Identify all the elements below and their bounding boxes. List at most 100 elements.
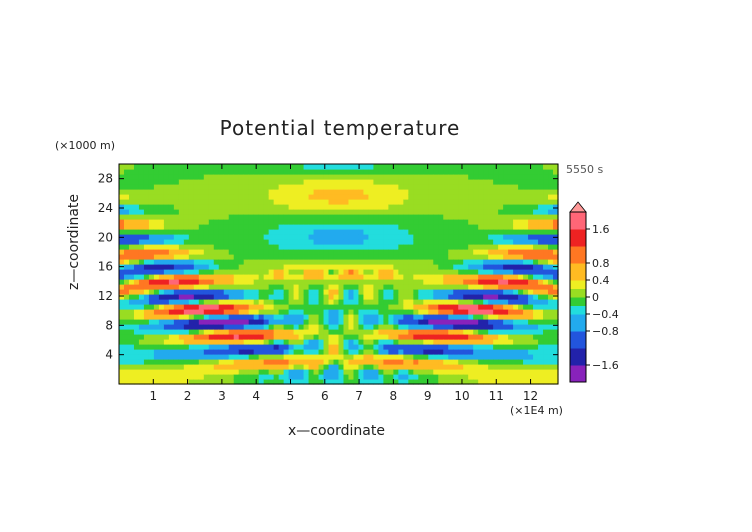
heatmap-cell — [543, 199, 549, 205]
heatmap-cell — [228, 169, 235, 175]
heatmap-cell — [503, 294, 509, 300]
heatmap-cell — [278, 254, 285, 260]
heatmap-cell — [253, 169, 260, 175]
heatmap-cell — [123, 309, 130, 315]
heatmap-cell — [438, 174, 444, 180]
heatmap-cell — [488, 324, 494, 330]
heatmap-cell — [363, 229, 370, 235]
heatmap-cell — [523, 319, 529, 325]
heatmap-cell — [323, 334, 330, 340]
heatmap-cell — [148, 364, 155, 370]
heatmap-cell — [368, 264, 375, 270]
heatmap-cell — [143, 199, 150, 205]
heatmap-cell — [413, 369, 419, 375]
heatmap-cell — [163, 239, 170, 245]
heatmap-cell — [208, 339, 215, 345]
heatmap-cell — [383, 304, 389, 310]
heatmap-cell — [119, 329, 125, 335]
heatmap-cell — [458, 374, 464, 380]
heatmap-cell — [508, 274, 514, 280]
heatmap-cell — [528, 214, 534, 220]
heatmap-cell — [223, 354, 230, 360]
heatmap-cell — [353, 349, 360, 355]
heatmap-cell — [438, 354, 444, 360]
heatmap-cell — [248, 339, 255, 345]
heatmap-cell — [483, 164, 489, 170]
heatmap-cell — [208, 304, 215, 310]
heatmap-cell — [318, 264, 325, 270]
heatmap-cell — [183, 219, 190, 225]
heatmap-cell — [303, 214, 310, 220]
heatmap-cell — [238, 334, 245, 340]
heatmap-cell — [363, 259, 370, 265]
heatmap-cell — [303, 284, 310, 290]
heatmap-cell — [538, 244, 544, 250]
heatmap-cell — [448, 324, 454, 330]
heatmap-cell — [538, 319, 544, 325]
heatmap-cell — [318, 279, 325, 285]
heatmap-cell — [363, 289, 370, 295]
heatmap-cell — [298, 274, 305, 280]
heatmap-cell — [493, 254, 499, 260]
heatmap-cell — [303, 279, 310, 285]
heatmap-cell — [343, 344, 350, 350]
heatmap-cell — [313, 264, 320, 270]
heatmap-cell — [193, 234, 200, 240]
heatmap-cell — [553, 214, 559, 220]
heatmap-cell — [193, 329, 200, 335]
heatmap-cell — [303, 339, 310, 345]
heatmap-cell — [313, 194, 320, 200]
heatmap-cell — [218, 269, 225, 275]
heatmap-cell — [423, 299, 429, 305]
heatmap-cell — [158, 254, 165, 260]
heatmap-cell — [258, 354, 265, 360]
heatmap-cell — [243, 294, 250, 300]
heatmap-cell — [119, 294, 125, 300]
heatmap-cell — [308, 309, 315, 315]
heatmap-cell — [283, 209, 290, 215]
heatmap-cell — [148, 274, 155, 280]
heatmap-cell — [273, 274, 280, 280]
heatmap-cell — [143, 304, 150, 310]
heatmap-cell — [133, 244, 140, 250]
heatmap-cell — [328, 259, 335, 265]
heatmap-cell — [168, 164, 175, 170]
heatmap-cell — [248, 199, 255, 205]
heatmap-cell — [418, 199, 424, 205]
heatmap-cell — [153, 164, 160, 170]
heatmap-cell — [493, 339, 499, 345]
heatmap-cell — [338, 379, 345, 385]
heatmap-cell — [338, 219, 345, 225]
heatmap-cell — [248, 314, 255, 320]
heatmap-cell — [173, 174, 180, 180]
heatmap-cell — [438, 269, 444, 275]
heatmap-cell — [398, 279, 404, 285]
heatmap-cell — [268, 229, 275, 235]
heatmap-cell — [258, 224, 265, 230]
heatmap-cell — [183, 294, 190, 300]
heatmap-cell — [523, 254, 529, 260]
heatmap-cell — [253, 344, 260, 350]
heatmap-cell — [273, 354, 280, 360]
heatmap-cell — [418, 379, 424, 385]
heatmap-cell — [483, 274, 489, 280]
heatmap-cell — [243, 374, 250, 380]
heatmap-cell — [488, 179, 494, 185]
heatmap-cell — [148, 329, 155, 335]
heatmap-cell — [288, 219, 295, 225]
heatmap-cell — [138, 299, 145, 305]
heatmap-cell — [508, 379, 514, 385]
heatmap-cell — [478, 329, 484, 335]
heatmap-cell — [468, 334, 474, 340]
heatmap-cell — [543, 354, 549, 360]
heatmap-cell — [503, 244, 509, 250]
heatmap-cell — [213, 324, 220, 330]
heatmap-cell — [393, 264, 399, 270]
heatmap-cell — [548, 174, 554, 180]
heatmap-cell — [498, 354, 504, 360]
heatmap-cell — [228, 319, 235, 325]
heatmap-cell — [403, 339, 409, 345]
heatmap-cell — [358, 374, 365, 380]
heatmap-cell — [213, 299, 220, 305]
heatmap-cell — [333, 169, 340, 175]
